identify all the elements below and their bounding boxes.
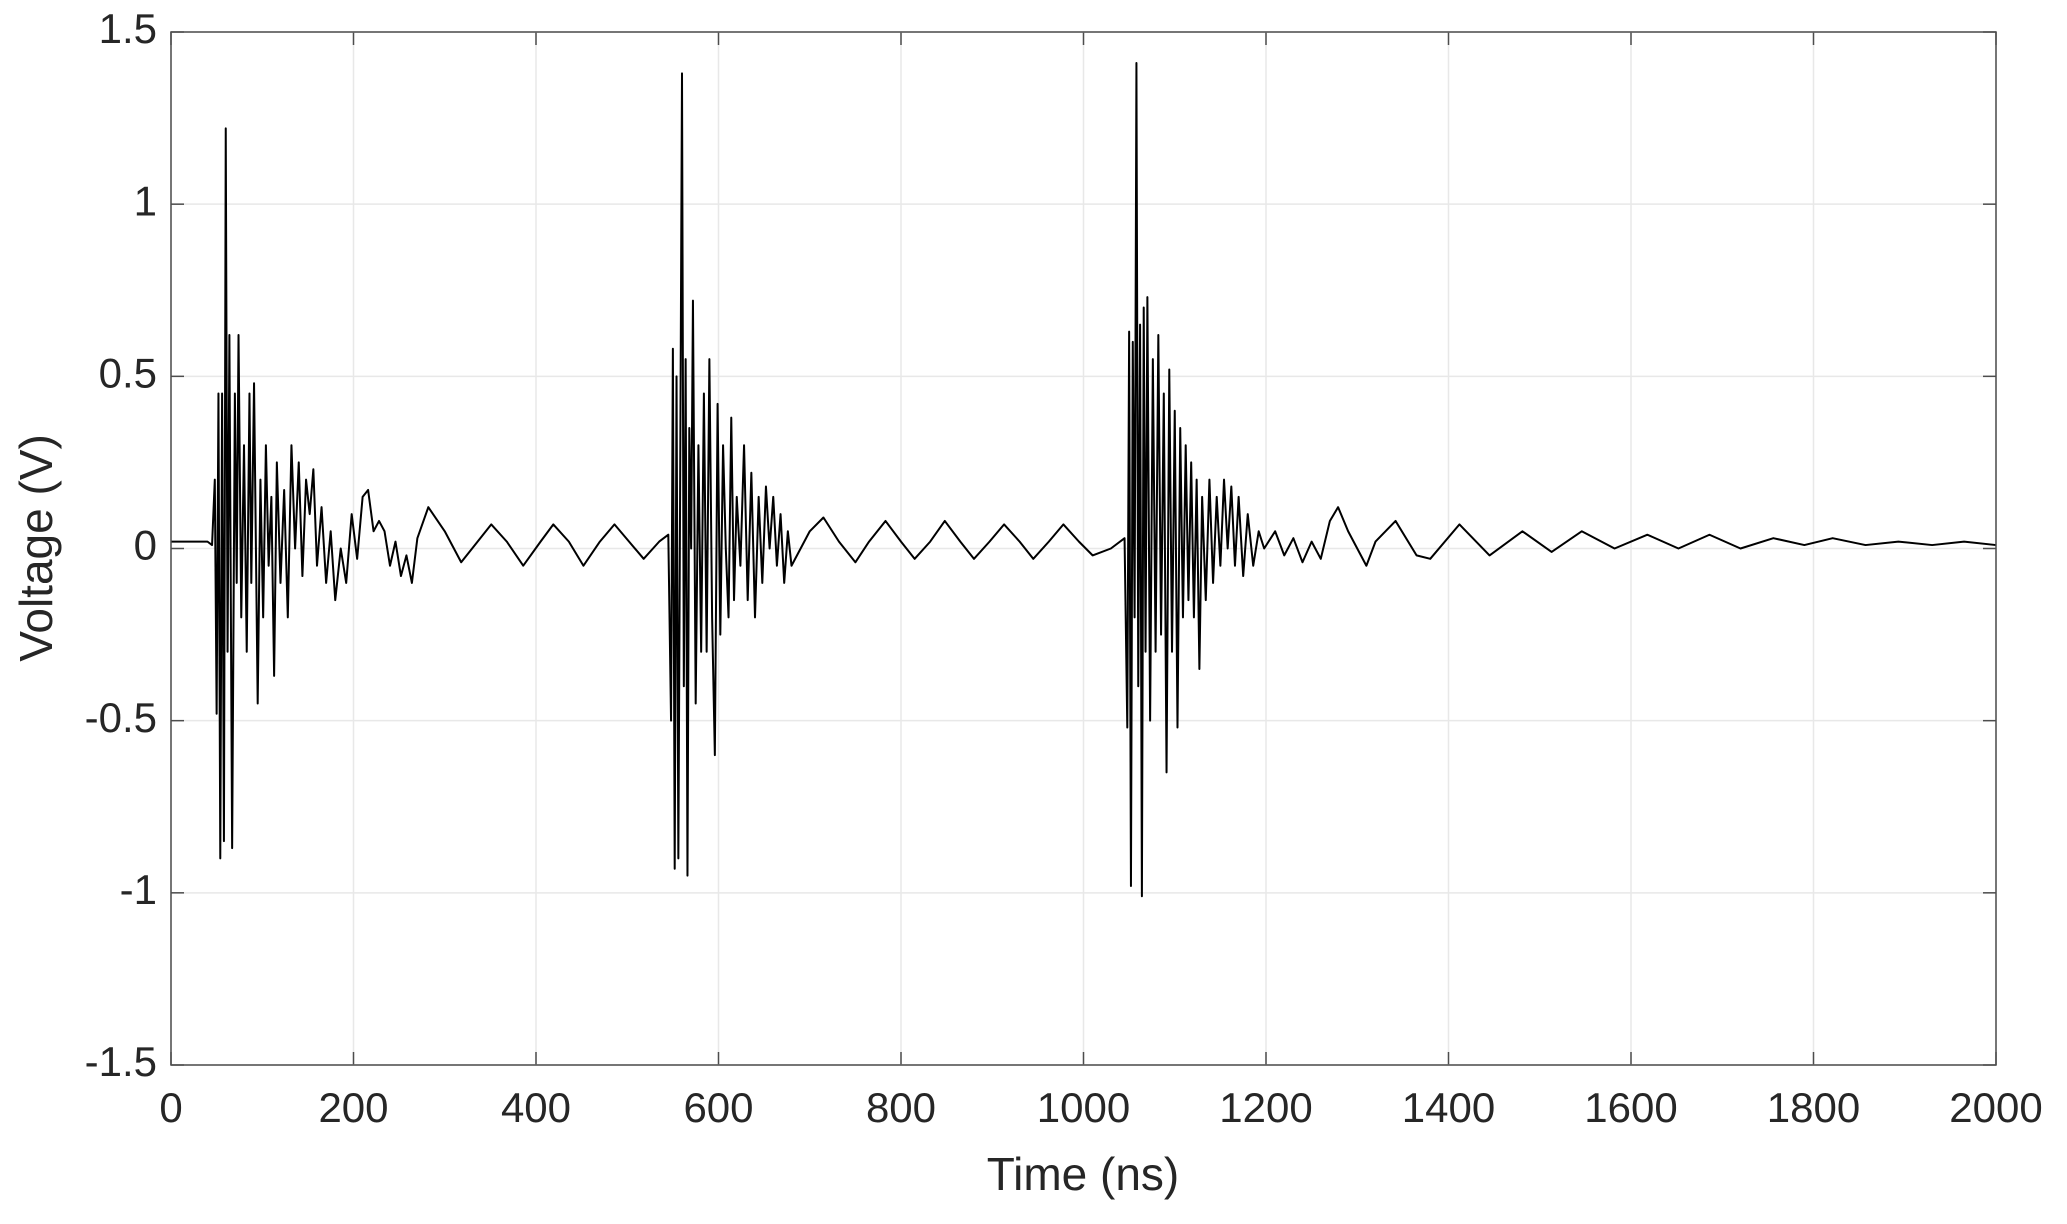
y-axis-label: Voltage (V) [10, 434, 62, 662]
x-tick-label: 2000 [1949, 1084, 2042, 1131]
x-tick-label: 600 [683, 1084, 753, 1131]
x-tick-label: 400 [501, 1084, 571, 1131]
signal-line [171, 61, 1997, 898]
y-tick-label: 1.5 [99, 5, 157, 52]
x-axis-label: Time (ns) [987, 1148, 1180, 1200]
y-tick-label: 1 [134, 177, 157, 224]
y-tick-label: 0.5 [99, 349, 157, 396]
x-tick-label: 800 [866, 1084, 936, 1131]
x-tick-label: 200 [318, 1084, 388, 1131]
x-tick-label: 0 [159, 1084, 182, 1131]
x-tick-label: 1600 [1584, 1084, 1677, 1131]
x-tick-label: 1000 [1037, 1084, 1130, 1131]
y-tick-label: -1 [120, 866, 157, 913]
y-tick-label: -1.5 [85, 1038, 157, 1085]
labels: 0 200 400 600 800 1000 1200 1400 1600 1800 2000 -1.… [85, 5, 2043, 1131]
y-tick-label: 0 [134, 522, 157, 569]
x-tick-label: 1400 [1402, 1084, 1495, 1131]
axes-box [170, 31, 1997, 1066]
x-tick-label: 1200 [1219, 1084, 1312, 1131]
x-tick-label: 1800 [1767, 1084, 1860, 1131]
plot [171, 61, 1997, 898]
y-tick-label: -0.5 [85, 694, 157, 741]
